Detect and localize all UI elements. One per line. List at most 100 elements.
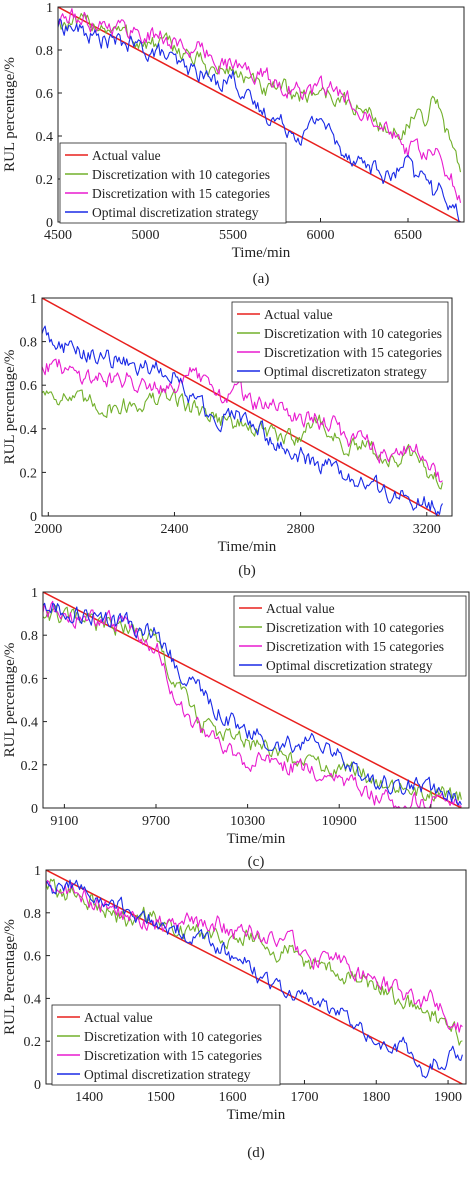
x-tick-label: 1500 — [147, 1090, 175, 1105]
y-tick-label: 1 — [30, 292, 37, 307]
y-axis-label: RUL Percentage/% — [2, 919, 18, 1035]
series-line-3 — [43, 600, 462, 808]
x-tick-label: 4500 — [44, 228, 72, 243]
x-tick-label: 6500 — [394, 228, 422, 243]
x-tick-label: 1600 — [219, 1090, 247, 1105]
x-tick-label: 1900 — [434, 1090, 462, 1105]
legend-box — [59, 142, 287, 224]
x-tick-label: 1400 — [75, 1090, 103, 1105]
series-line-4 — [46, 879, 463, 1079]
series-line-2 — [42, 388, 444, 490]
x-tick-label: 10300 — [230, 814, 265, 829]
x-axis-label: Time/min — [227, 831, 286, 847]
legend-entry: Discretization with 10 categories — [266, 620, 444, 635]
y-tick-label: 0.8 — [21, 629, 39, 644]
y-tick-label: 0.8 — [24, 907, 42, 922]
legend-box — [51, 1004, 281, 1086]
y-tick-label: 0 — [30, 510, 37, 525]
series-line-2 — [43, 605, 462, 802]
series-line-1 — [42, 298, 440, 516]
y-tick-label: 1 — [34, 864, 41, 879]
y-tick-label: 0.4 — [36, 130, 54, 145]
y-tick-label: 0 — [46, 216, 53, 231]
axes-frame — [41, 297, 453, 517]
legend: Actual value Discretization with 10 categ… — [59, 142, 287, 224]
legend-entry: Optimal discretization strategy — [84, 1067, 251, 1082]
legend-entry: Discretization with 15 categories — [266, 639, 444, 654]
series-line-2 — [46, 878, 463, 1046]
panel-caption: (b) — [238, 563, 256, 579]
y-tick-label: 0.2 — [36, 173, 54, 188]
y-tick-label: 0 — [34, 1078, 41, 1093]
y-tick-label: 0.4 — [21, 716, 39, 731]
x-tick-label: 9700 — [142, 814, 170, 829]
legend-entry: Optimal discretization strategy — [92, 205, 259, 220]
series-line-4 — [58, 18, 461, 222]
x-tick-label: 1800 — [362, 1090, 390, 1105]
x-tick-label: 10900 — [322, 814, 357, 829]
legend: Actual value Discretization with 10 categ… — [233, 595, 467, 677]
y-tick-label: 0.6 — [36, 87, 54, 102]
legend-entry: Optimal discretization strategy — [266, 658, 433, 673]
y-axis-label: RUL percentage/% — [2, 350, 18, 465]
legend-entry: Actual value — [92, 148, 161, 163]
x-tick-label: 1700 — [290, 1090, 318, 1105]
y-tick-label: 0.6 — [20, 379, 38, 394]
series-group — [42, 298, 444, 516]
panel-caption: (c) — [248, 854, 265, 870]
legend-box — [233, 595, 467, 677]
legend-entry: Discretization with 10 categories — [92, 167, 270, 182]
x-tick-label: 9100 — [50, 814, 78, 829]
y-axis-label: RUL percentage/% — [2, 643, 18, 758]
series-group — [46, 870, 463, 1084]
x-tick-label: 2800 — [287, 522, 315, 537]
chart-panel-c: 9100 9700 10300 10900 11500 0 0.2 0.4 0.6 0.8 1 Tim… — [2, 586, 470, 870]
y-tick-label: 0.8 — [36, 44, 54, 59]
series-line-3 — [42, 358, 443, 483]
legend-entry: Actual value — [84, 1010, 153, 1025]
x-axis-label: Time/min — [227, 1107, 286, 1123]
y-tick-label: 0.2 — [21, 759, 39, 774]
x-tick-label: 3200 — [413, 522, 441, 537]
legend: Actual value Discretization with 10 categ… — [231, 301, 449, 383]
x-tick-label: 6000 — [307, 228, 335, 243]
y-tick-label: 0.2 — [24, 1035, 42, 1050]
legend-entry: Discretization with 10 categories — [84, 1029, 262, 1044]
legend-entry: Optimal discretizaton strategy — [264, 364, 427, 379]
series-line-3 — [46, 880, 463, 1033]
y-tick-label: 0.4 — [20, 423, 38, 438]
x-axis-label: Time/min — [218, 539, 277, 555]
panel-caption: (a) — [253, 271, 270, 287]
legend-entry: Actual value — [266, 601, 335, 616]
y-tick-label: 0.6 — [21, 672, 39, 687]
y-axis-label: RUL percentage/% — [2, 57, 18, 172]
legend: Actual value Discretization with 10 categ… — [51, 1004, 281, 1086]
chart-panel-a: 4500 5000 5500 6000 6500 0 0.2 0.4 0.6 0.8 1 Time/m… — [2, 1, 465, 287]
y-tick-label: 0.4 — [24, 992, 42, 1007]
y-tick-label: 0.6 — [24, 950, 42, 965]
x-tick-label: 11500 — [414, 814, 448, 829]
legend-entry: Discretization with 15 categories — [264, 345, 442, 360]
legend-entry: Discretization with 15 categories — [84, 1048, 262, 1063]
y-tick-label: 1 — [31, 586, 38, 601]
x-tick-label: 5500 — [219, 228, 247, 243]
chart-panel-b: 2000 2400 2800 3200 0 0.2 0.4 0.6 0.8 1 Time/min RU… — [2, 292, 453, 579]
x-tick-label: 5000 — [132, 228, 160, 243]
legend-box — [231, 301, 449, 383]
series-group — [58, 7, 462, 222]
y-tick-label: 0.2 — [20, 466, 38, 481]
series-line-4 — [42, 325, 443, 516]
x-tick-label: 2000 — [34, 522, 62, 537]
series-group — [43, 592, 462, 808]
y-tick-label: 0 — [31, 802, 38, 817]
x-tick-label: 2400 — [160, 522, 188, 537]
panel-caption: (d) — [247, 1145, 265, 1161]
y-tick-label: 1 — [46, 1, 53, 16]
chart-panel-d: 1400 1500 1600 1700 1800 1900 0 0.2 0.4 0.6 0.8 1 Ti… — [2, 864, 467, 1161]
x-axis-label: Time/min — [232, 245, 291, 261]
series-line-4 — [43, 602, 462, 806]
axes-frame — [42, 591, 470, 809]
y-tick-label: 0.8 — [20, 336, 38, 351]
legend-entry: Discretization with 10 categories — [264, 326, 442, 341]
